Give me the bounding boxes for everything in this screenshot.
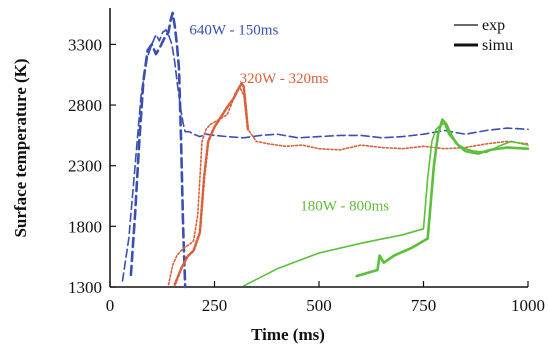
y-tick-label: 1300 bbox=[68, 278, 102, 297]
annotation-label: 180W - 800ms bbox=[300, 199, 389, 215]
series-line-5 bbox=[355, 118, 530, 278]
legend-label-exp: exp bbox=[482, 17, 505, 34]
legend-label-simu: simu bbox=[482, 37, 513, 54]
x-tick-label: 250 bbox=[202, 296, 228, 315]
series-layer bbox=[121, 11, 530, 289]
y-tick-label: 2300 bbox=[68, 157, 102, 176]
series-line-3 bbox=[173, 81, 250, 286]
x-tick-label: 1000 bbox=[511, 296, 545, 315]
annotations-layer: 640W - 150ms 320W - 320ms 180W - 800ms bbox=[189, 23, 389, 215]
x-tick-label: 500 bbox=[306, 296, 332, 315]
annotation-label: 320W - 320ms bbox=[240, 71, 329, 87]
ticks: 0 250 500 750 1000 1300 1800 2300 2800 3300 bbox=[68, 35, 545, 315]
series-line-0 bbox=[121, 28, 529, 282]
y-tick-label: 3300 bbox=[68, 35, 102, 54]
x-tick-label: 750 bbox=[411, 296, 437, 315]
legend: exp simu bbox=[454, 17, 513, 54]
series-line-1 bbox=[129, 11, 187, 289]
y-tick-label: 2800 bbox=[68, 96, 102, 115]
x-tick-label: 0 bbox=[106, 296, 115, 315]
x-axis-label: Time (ms) bbox=[251, 325, 325, 344]
y-axis-label: Surface temperature (K) bbox=[11, 58, 30, 237]
series-line-2 bbox=[167, 86, 529, 286]
y-tick-label: 1800 bbox=[68, 217, 102, 236]
annotation-label: 640W - 150ms bbox=[189, 23, 278, 39]
